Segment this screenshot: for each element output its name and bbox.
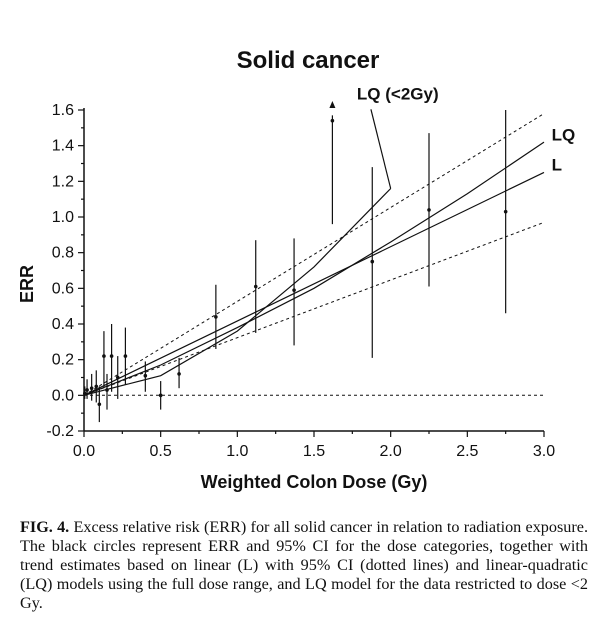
- data-point-15: [292, 288, 296, 292]
- x-axis-label: Weighted Colon Dose (Gy): [201, 472, 428, 492]
- y-tick-label: 1.0: [52, 209, 74, 226]
- y-tick-label: -0.2: [46, 423, 74, 440]
- data-points: [82, 101, 508, 423]
- caption-text: Excess relative risk (ERR) for all solid…: [20, 518, 589, 612]
- y-axis-label: ERR: [17, 265, 37, 303]
- series-line-lq: [83, 141, 545, 396]
- annotation-arrow: [370, 109, 392, 189]
- y-tick-label: 1.2: [52, 173, 74, 190]
- x-tick-label: 1.5: [303, 443, 325, 460]
- y-tick-label: 1.4: [52, 138, 74, 155]
- y-tick-label: 0.4: [52, 316, 74, 333]
- chart: Solid cancer 0.0 0.5 1.0 1.5 2.0 2.5 3.0-0.20.…: [17, 47, 576, 492]
- data-point-5: [102, 354, 106, 358]
- data-point-9: [123, 354, 128, 358]
- series-line-l-upper-95-ci: [83, 113, 545, 396]
- x-tick-label: 0.5: [150, 443, 172, 460]
- y-tick-label: 0.2: [52, 352, 74, 369]
- data-point-7: [109, 354, 114, 358]
- figure-caption: FIG. 4. Excess relative risk (ERR) for a…: [20, 518, 588, 613]
- x-tick-label: 3.0: [533, 443, 555, 460]
- y-tick-label: 1.6: [52, 102, 74, 119]
- x-tick-label: 2.0: [380, 443, 402, 460]
- chart-title: Solid cancer: [237, 47, 380, 74]
- data-point-11: [158, 393, 163, 398]
- data-point-6: [105, 388, 109, 392]
- data-point-18: [427, 208, 431, 212]
- x-tick-label: 2.5: [456, 443, 478, 460]
- series-line-lq-2gy: [83, 188, 392, 396]
- series-lines: [83, 113, 545, 396]
- y-tick-label: 0.0: [52, 387, 74, 404]
- data-point-1: [85, 388, 89, 392]
- data-point-3: [94, 384, 99, 389]
- data-point-19: [503, 209, 508, 214]
- data-point-12: [177, 372, 181, 376]
- data-point-16: [330, 118, 335, 123]
- y-tick-label: 0.8: [52, 245, 74, 262]
- ci-arrow-marker: [329, 101, 336, 108]
- x-tick-label: 1.0: [226, 443, 248, 460]
- curve-labels: LQ (<2Gy) LQ L: [357, 84, 576, 189]
- data-point-4: [97, 402, 102, 407]
- caption-label: FIG. 4.: [20, 518, 70, 536]
- series-line-l: [83, 171, 545, 396]
- data-point-8: [115, 375, 120, 380]
- axes: 0.0 0.5 1.0 1.5 2.0 2.5 3.0 -0.2 0.0 0.2 0.4 0.6 0.8…: [46, 102, 555, 460]
- x-tick-label: 0.0: [73, 443, 95, 460]
- curve-label-l: L: [552, 156, 562, 175]
- curve-label-lq: LQ: [552, 125, 576, 144]
- data-point-13: [214, 315, 218, 319]
- data-point-14: [253, 284, 258, 289]
- curve-label-lq-2gy: LQ (<2Gy): [357, 84, 439, 103]
- data-point-17: [370, 259, 375, 264]
- series-line-l-lower-95-ci: [83, 221, 545, 396]
- data-point-10: [143, 373, 148, 378]
- y-tick-label: 0.6: [52, 280, 74, 297]
- data-point-2: [89, 386, 94, 391]
